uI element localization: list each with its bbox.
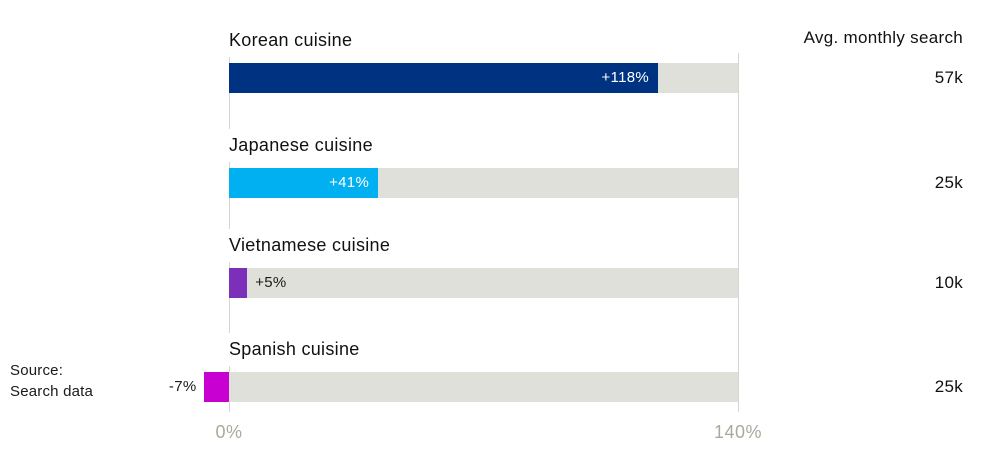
gridline-140pct: [738, 53, 739, 412]
category-label: Vietnamese cuisine: [229, 229, 403, 262]
avg-search-value: 25k: [934, 173, 963, 192]
bar: +5%: [229, 268, 286, 298]
category-label: Japanese cuisine: [229, 129, 385, 162]
right-column-header: Avg. monthly search: [803, 28, 963, 47]
source-note-line2: Search data: [10, 383, 94, 400]
bar-row: Spanish cuisine -7% 25k: [0, 333, 1001, 402]
x-axis-tick-140: 140%: [713, 422, 763, 442]
avg-search-value: 57k: [934, 68, 963, 87]
bar: +41%: [229, 168, 379, 198]
category-label: Spanish cuisine: [229, 333, 372, 366]
bar-track: +41%: [229, 168, 738, 198]
bar-track: +118%: [229, 63, 738, 93]
bar-row: Vietnamese cuisine +5% 10k: [0, 229, 1001, 298]
bar-row: Korean cuisine +118% 57k: [0, 24, 1001, 93]
bar-value-label: +118%: [601, 69, 649, 86]
bar-value-label: +41%: [329, 174, 370, 191]
bar-value-label: +5%: [255, 274, 287, 291]
bar-row: Japanese cuisine +41% 25k: [0, 129, 1001, 198]
avg-search-value: 25k: [934, 377, 963, 396]
bar: -7%: [169, 372, 229, 402]
category-label: Korean cuisine: [229, 24, 365, 57]
bar-track: -7%: [169, 372, 738, 402]
bar-track: +5%: [229, 268, 738, 298]
bar: +118%: [229, 63, 658, 93]
source-note: Source: Search data: [10, 360, 93, 402]
bar-value-label: -7%: [168, 378, 197, 395]
avg-search-value: 10k: [934, 273, 963, 292]
x-axis-tick-0: 0%: [215, 422, 243, 442]
source-note-line1: Source:: [10, 362, 64, 379]
